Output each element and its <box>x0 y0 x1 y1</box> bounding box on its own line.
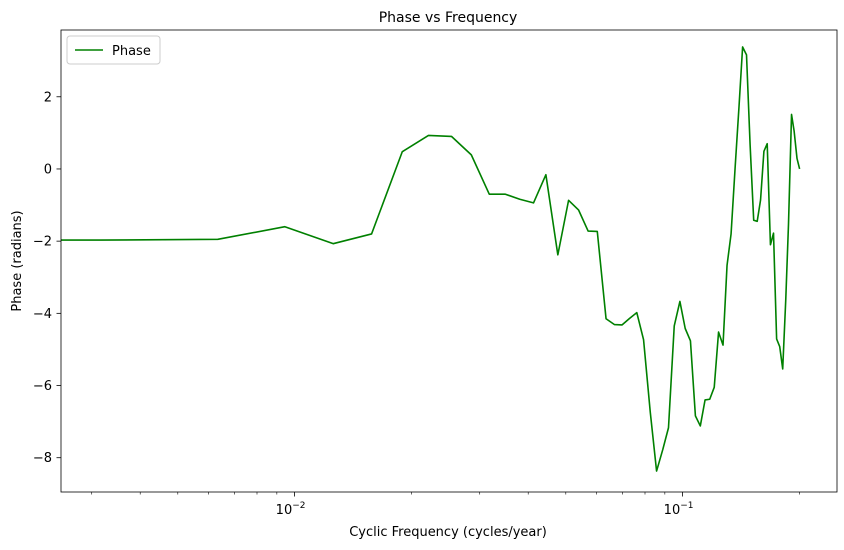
y-tick-label: −4 <box>33 307 52 322</box>
x-tick-label: 10−2 <box>276 501 306 518</box>
chart-title: Phase vs Frequency <box>379 10 518 26</box>
x-minor-ticks <box>91 492 800 495</box>
y-tick-label: 0 <box>44 162 52 177</box>
legend-box <box>66 35 161 65</box>
y-tick-label: −8 <box>33 451 52 466</box>
plot-frame <box>60 29 838 493</box>
legend: Phase <box>66 35 161 65</box>
y-tick-label: −2 <box>33 235 52 250</box>
x-tick-exponent: −2 <box>292 501 305 511</box>
x-axis-label: Cyclic Frequency (cycles/year) <box>349 525 547 540</box>
y-tick-label: −6 <box>33 379 52 394</box>
y-axis-ticks: 2 0 −2 −4 −6 −8 <box>33 90 61 466</box>
y-axis-label: Phase (radians) <box>10 210 25 311</box>
x-axis-ticks: 10−2 10−1 <box>276 492 694 518</box>
y-tick-label: 2 <box>44 90 52 105</box>
x-tick-label: 10−1 <box>664 501 694 518</box>
series-layer <box>61 46 801 472</box>
x-tick-exponent: −1 <box>680 501 693 511</box>
legend-label: Phase <box>112 44 151 59</box>
series-line-phase <box>61 46 801 472</box>
